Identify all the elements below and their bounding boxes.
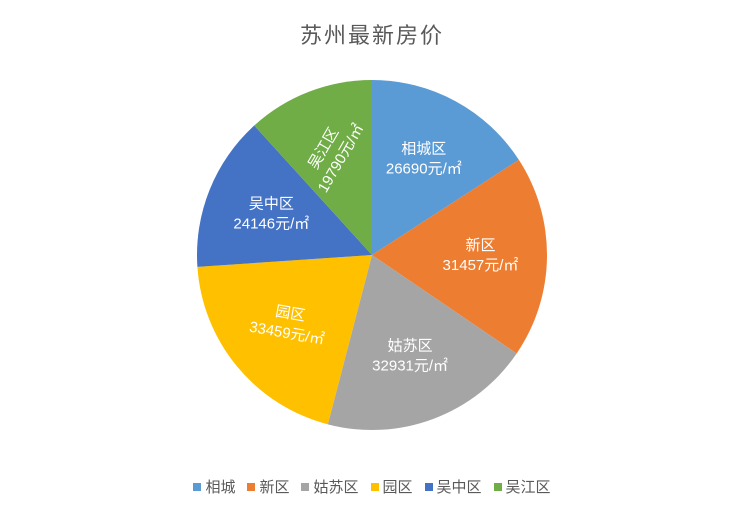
legend-swatch	[193, 483, 201, 491]
slice-value: 31457元/㎡	[443, 257, 519, 274]
legend-swatch	[494, 483, 502, 491]
legend-item: 吴中区	[425, 476, 482, 497]
legend-label: 吴江区	[506, 479, 551, 496]
slice-name: 姑苏区	[388, 338, 433, 355]
legend-item: 相城	[193, 476, 235, 497]
legend-swatch	[247, 483, 255, 491]
chart-title: 苏州最新房价	[0, 18, 744, 50]
pie-chart: 相城区26690元/㎡新区31457元/㎡姑苏区32931元/㎡园区33459元…	[0, 55, 744, 455]
legend-item: 园区	[371, 476, 413, 497]
legend-label: 吴中区	[437, 479, 482, 496]
legend-item: 新区	[247, 476, 289, 497]
legend-swatch	[371, 483, 379, 491]
slice-value: 24146元/㎡	[233, 216, 309, 233]
legend-swatch	[425, 483, 433, 491]
slice-name: 新区	[465, 237, 495, 254]
legend-swatch	[301, 483, 309, 491]
slice-value: 26690元/㎡	[386, 161, 462, 178]
legend-label: 新区	[259, 479, 289, 496]
legend-label: 姑苏区	[313, 479, 358, 496]
legend-label: 园区	[383, 479, 413, 496]
legend-item: 姑苏区	[301, 476, 358, 497]
legend-label: 相城	[205, 479, 235, 496]
legend-item: 吴江区	[494, 476, 551, 497]
slice-name: 吴中区	[249, 196, 294, 213]
legend: 相城 新区 姑苏区 园区 吴中区 吴江区	[0, 476, 744, 497]
slice-name: 相城区	[401, 141, 446, 158]
slice-value: 32931元/㎡	[372, 358, 448, 375]
